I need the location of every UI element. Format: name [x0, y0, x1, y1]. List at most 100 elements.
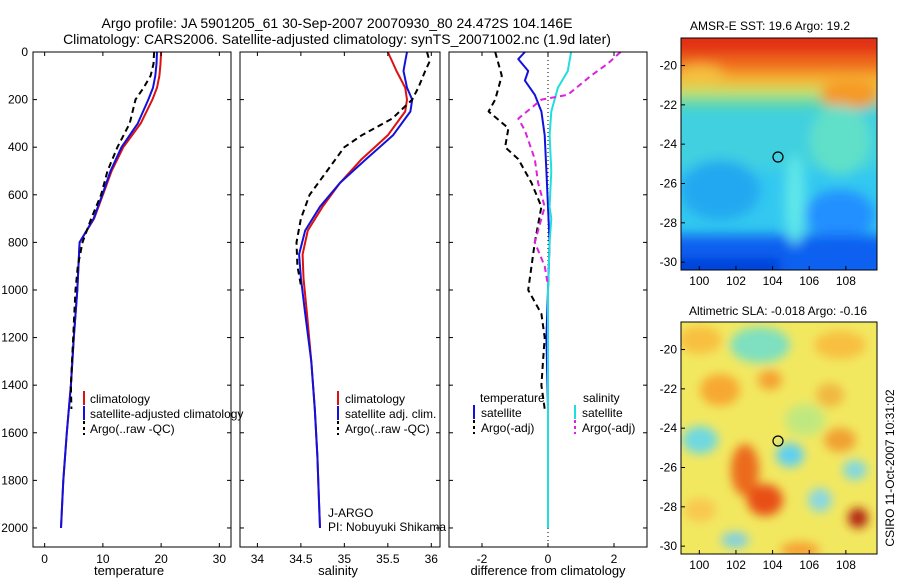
map-y-tick-label: -30: [660, 539, 678, 553]
map-x-tick-label: 102: [726, 274, 746, 288]
map-y-tick-label: -24: [660, 137, 678, 151]
x-tick-label: 0: [41, 552, 48, 566]
y-tick-label: 1600: [1, 426, 28, 440]
temperature-legend-climatology: climatology: [90, 392, 150, 406]
map-x-tick-label: 100: [689, 274, 709, 288]
temperature-panel: 0 10 20 30 0 200 400 600 800 1000 1200 1400 1600 1800…: [1, 45, 243, 578]
sla-map-title: Altimetric SLA: -0.018 Argo: -0.16: [689, 304, 867, 318]
temperature-axes-frame: [32, 51, 232, 548]
map-y-tick-label: -20: [660, 343, 678, 357]
map-y-tick-label: -26: [660, 176, 678, 190]
salinity-xlabel: salinity: [318, 563, 358, 578]
y-tick-label: 1200: [1, 331, 28, 345]
difference-legend-temp-argo: Argo(-adj): [481, 421, 534, 435]
x-tick-label: 10: [96, 552, 110, 566]
x-tick-label: 35: [338, 552, 352, 566]
x-tick-label: 34.5: [289, 552, 313, 566]
difference-xlabel: difference from climatology: [470, 563, 626, 578]
x-tick-label: 20: [154, 552, 168, 566]
map-x-tick-label: 104: [763, 274, 783, 288]
y-tick-label: 1800: [1, 473, 28, 487]
difference-plot-area: [487, 51, 622, 528]
series-line-2-3: [517, 51, 622, 286]
temperature-legend-satellite: satellite-adjusted climatology: [90, 407, 243, 421]
x-tick-label: 30: [213, 552, 227, 566]
temperature-ticks: 0 10 20 30 0 200 400 600 800 1000 1200 1400 1600 1800…: [1, 45, 231, 566]
map-x-tick-label: 102: [726, 558, 746, 572]
salinity-annotation-pi: PI: Nobuyuki Shikama: [328, 520, 446, 534]
difference-legend-sal-satellite: satellite: [582, 406, 623, 420]
y-tick-label: 800: [8, 235, 28, 249]
salinity-legend-climatology: climatology: [345, 392, 405, 406]
sst-map-frame: [680, 37, 878, 271]
x-tick-label: 36: [425, 552, 439, 566]
difference-legend-salinity-header: salinity: [583, 391, 620, 405]
map-y-tick-label: -26: [660, 460, 678, 474]
map-y-tick-label: -30: [660, 255, 678, 269]
sla-map-ticks: 100 102 104 106 108 -20 -22 -24 -26 -28 -30: [660, 343, 857, 572]
salinity-axes-frame: [239, 51, 441, 548]
difference-legend-temp-satellite: satellite: [481, 406, 522, 420]
footer-stamp: CSIRO 11-Oct-2007 10:31:02: [883, 389, 897, 547]
salinity-ticks: 34 34.5 35 35.5 36: [240, 51, 440, 566]
x-tick-label: 0: [545, 552, 552, 566]
sla-map-panel: Altimetric SLA: -0.018 Argo: -0.16: [660, 304, 878, 572]
map-x-tick-label: 104: [763, 558, 783, 572]
y-tick-label: 2000: [1, 521, 28, 535]
sst-field-image: [681, 38, 877, 270]
map-y-tick-label: -22: [660, 382, 678, 396]
map-y-tick-label: -24: [660, 421, 678, 435]
y-tick-label: 400: [8, 140, 28, 154]
series-line-2-0: [517, 51, 551, 528]
sla-field-image: [681, 322, 877, 554]
difference-legend: temperature salinity satellite Argo(-adj…: [473, 391, 635, 435]
x-tick-label: 2: [611, 552, 618, 566]
map-y-tick-label: -22: [660, 98, 678, 112]
figure-title-line-2: Climatology: CARS2006. Satellite-adjuste…: [63, 31, 611, 47]
map-y-tick-label: -20: [660, 59, 678, 73]
series-line-2-2: [547, 51, 573, 528]
map-x-tick-label: 108: [836, 274, 856, 288]
y-tick-label: 1400: [1, 378, 28, 392]
series-line-1-1: [298, 51, 414, 529]
y-tick-label: 200: [8, 93, 28, 107]
salinity-legend: climatology satellite adj. clim. Argo(..…: [337, 391, 436, 436]
salinity-plot-area: [295, 51, 431, 529]
x-tick-label: 35.5: [376, 552, 400, 566]
difference-panel: -2 0 2 difference from climatology tempera…: [448, 51, 648, 578]
difference-legend-sal-argo: Argo(-adj): [582, 421, 635, 435]
map-x-tick-label: 100: [689, 558, 709, 572]
temperature-legend-argo: Argo(..raw -QC): [90, 422, 175, 436]
sst-argo-marker: [772, 151, 784, 163]
difference-legend-temperature-header: temperature: [480, 391, 545, 405]
temperature-plot-area: [60, 51, 163, 529]
series-line-2-1: [487, 51, 546, 410]
salinity-panel: 34 34.5 35 35.5 36 salinity climatology sate…: [239, 51, 446, 578]
series-line-1-2: [295, 51, 431, 286]
difference-ticks: -2 0 2: [449, 51, 647, 566]
map-x-tick-label: 108: [836, 558, 856, 572]
temperature-xlabel: temperature: [94, 563, 164, 578]
sla-map-frame: [680, 321, 878, 555]
y-tick-label: 0: [21, 45, 28, 59]
map-y-tick-label: -28: [660, 500, 678, 514]
sst-map-ticks: 100 102 104 106 108 -20 -22 -24 -26 -28 -30: [660, 59, 857, 288]
y-tick-label: 600: [8, 188, 28, 202]
figure-title-line-1: Argo profile: JA 5901205_61 30-Sep-2007 …: [102, 15, 573, 31]
sst-map-panel: AMSR-E SST: 19.6 Argo: 19.2: [660, 19, 878, 288]
sst-map-title: AMSR-E SST: 19.6 Argo: 19.2: [690, 19, 850, 33]
salinity-legend-satellite: satellite adj. clim.: [345, 407, 436, 421]
map-x-tick-label: 106: [799, 558, 819, 572]
series-line-0-1: [60, 51, 158, 529]
y-tick-label: 1000: [1, 283, 28, 297]
map-y-tick-label: -28: [660, 216, 678, 230]
x-tick-label: -2: [477, 552, 488, 566]
x-tick-label: 34: [251, 552, 265, 566]
salinity-legend-argo: Argo(..raw -QC): [345, 422, 430, 436]
map-x-tick-label: 106: [799, 274, 819, 288]
series-line-0-2: [69, 51, 156, 410]
temperature-legend: climatology satellite-adjusted climatolo…: [83, 391, 243, 436]
salinity-annotation-program: J-ARGO: [328, 506, 373, 520]
sla-argo-marker: [772, 435, 784, 447]
